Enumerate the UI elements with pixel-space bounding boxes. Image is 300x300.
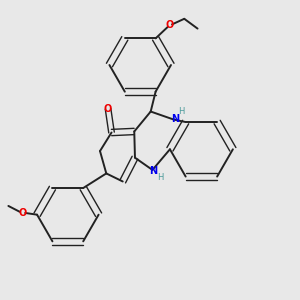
Text: N: N (149, 166, 158, 176)
Text: H: H (178, 107, 185, 116)
Text: O: O (104, 104, 112, 114)
Text: O: O (166, 20, 174, 30)
Text: H: H (157, 173, 163, 182)
Text: O: O (18, 208, 26, 218)
Text: N: N (171, 114, 179, 124)
